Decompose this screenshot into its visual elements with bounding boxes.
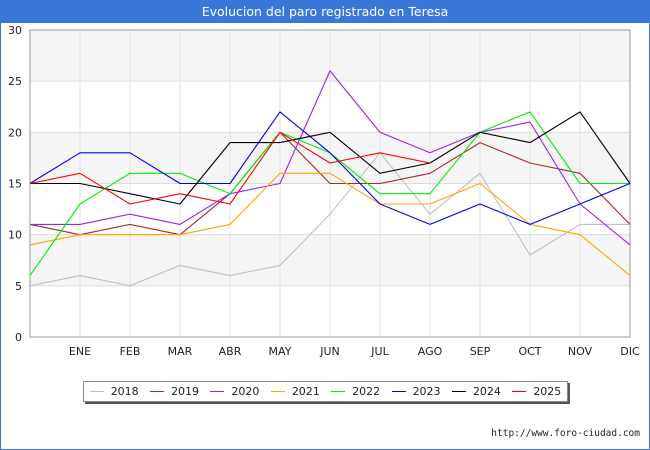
legend-swatch xyxy=(89,391,104,392)
legend-item-2018: 2018 xyxy=(89,385,139,398)
y-tick-label: 25 xyxy=(8,75,22,88)
legend-item-2023: 2023 xyxy=(391,385,441,398)
x-tick-label: ENE xyxy=(69,345,91,358)
x-tick-label: OCT xyxy=(518,345,541,358)
legend-item-2020: 2020 xyxy=(210,385,259,398)
x-tick-label: NOV xyxy=(568,345,593,358)
series-line-2025 xyxy=(29,131,431,205)
legend-label: 2021 xyxy=(291,385,320,398)
y-tick-label: 15 xyxy=(8,178,22,191)
legend-item-2019: 2019 xyxy=(150,385,199,398)
legend-label: 2018 xyxy=(110,385,139,398)
legend-label: 2025 xyxy=(533,385,562,398)
y-tick-label: 20 xyxy=(8,126,22,139)
legend-swatch xyxy=(270,391,285,392)
legend-item-2021: 2021 xyxy=(270,385,320,398)
legend-label: 2019 xyxy=(171,385,200,398)
x-tick-label: SEP xyxy=(470,345,491,358)
x-tick-label: MAR xyxy=(168,345,193,358)
legend-label: 2024 xyxy=(472,385,501,398)
x-tick-label: AGO xyxy=(418,345,443,358)
legend-label: 2022 xyxy=(352,385,381,398)
legend-label: 2020 xyxy=(231,385,260,398)
x-tick-label: JUN xyxy=(319,345,340,358)
legend-item-2024: 2024 xyxy=(451,385,501,398)
legend-swatch xyxy=(210,391,225,392)
series-line-2023 xyxy=(29,111,631,225)
legend-item-2022: 2022 xyxy=(331,385,380,398)
source-label: http://www.foro-ciudad.com xyxy=(491,428,640,439)
series-line-2018 xyxy=(29,152,630,287)
chart-legend: 2018 2019 2020 2021 2022 2023 2024 2025 xyxy=(83,381,568,402)
legend-label: 2023 xyxy=(412,385,441,398)
series-line-2020 xyxy=(30,70,631,246)
y-tick-label: 10 xyxy=(8,229,22,242)
x-tick-label: JUL xyxy=(370,345,389,358)
legend-swatch xyxy=(331,391,346,392)
chart-title: Evolucion del paro registrado en Teresa xyxy=(1,1,649,23)
x-tick-label: FEB xyxy=(120,345,141,358)
legend-swatch xyxy=(391,391,406,392)
x-tick-label: ABR xyxy=(219,345,242,358)
x-tick-label: DIC xyxy=(620,345,640,358)
y-tick-label: 30 xyxy=(8,24,22,37)
legend-swatch xyxy=(451,391,466,392)
legend-swatch xyxy=(150,391,165,392)
y-tick-label: 5 xyxy=(15,280,22,293)
series-line-2019 xyxy=(29,131,631,236)
y-tick-label: 0 xyxy=(15,331,22,344)
x-tick-label: MAY xyxy=(269,345,292,358)
legend-item-2025: 2025 xyxy=(512,385,561,398)
series-line-2024 xyxy=(30,111,631,205)
legend-swatch xyxy=(512,391,527,392)
